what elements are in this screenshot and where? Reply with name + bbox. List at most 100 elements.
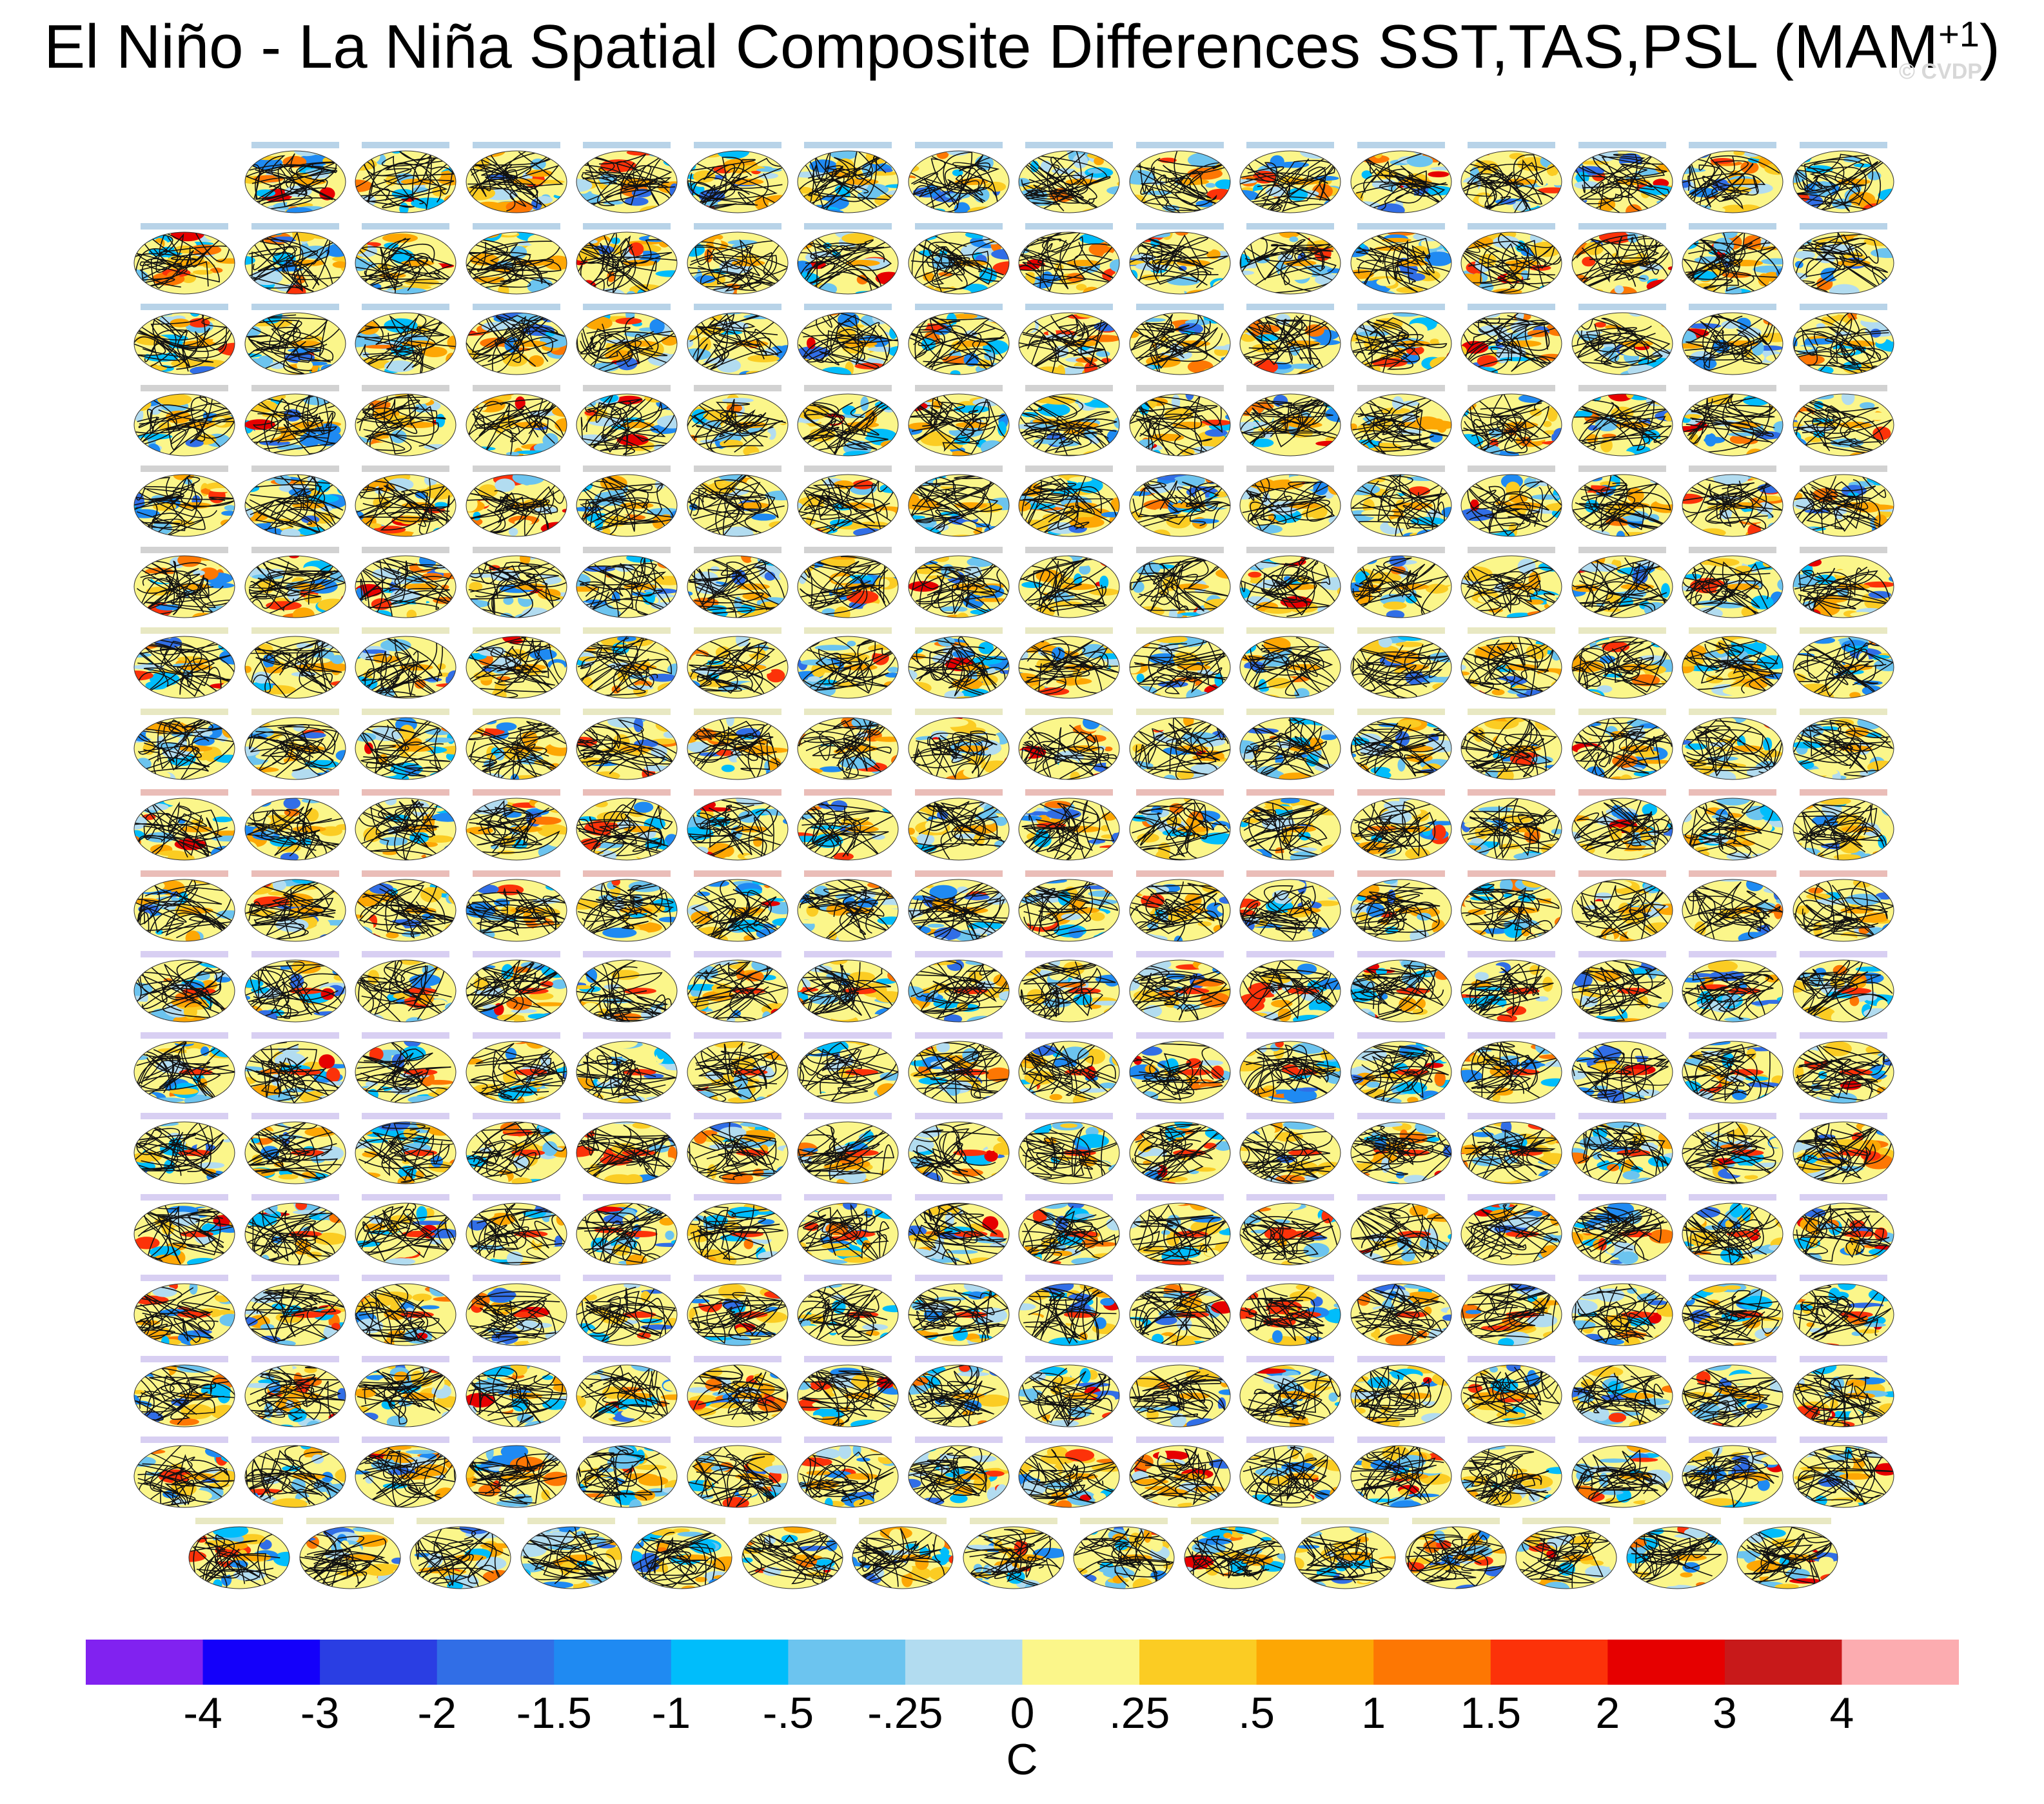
map-globe: [244, 798, 346, 861]
map-globe: [1350, 312, 1451, 375]
map-globe: [797, 555, 899, 618]
panel-title-strip: [1459, 708, 1564, 715]
map-panel: [242, 222, 348, 295]
panel-title-strip: [242, 789, 348, 796]
panel-title-strip: [796, 142, 900, 148]
panel-title-strip: [464, 708, 569, 715]
panel-title-strip: [906, 142, 1011, 148]
map-panel: [575, 304, 679, 376]
map-globe: [687, 798, 788, 861]
map-globe: [797, 1364, 899, 1427]
map-globe: [244, 393, 346, 456]
map-panel: [1459, 627, 1564, 700]
map-panel: [685, 1193, 790, 1266]
panel-title-strip: [1624, 1517, 1729, 1524]
map-globe: [1350, 879, 1451, 941]
panel-title-strip: [1569, 951, 1675, 957]
map-globe: [355, 474, 457, 537]
map-globe: [1239, 1364, 1341, 1427]
map-globe: [133, 798, 235, 861]
map-panel: [575, 1355, 679, 1428]
panel-title-strip: [353, 951, 458, 957]
colorbar-segment: [554, 1640, 672, 1685]
map-panel: [1569, 304, 1675, 376]
map-panel: [906, 1355, 1011, 1428]
panel-title-strip: [685, 384, 790, 391]
map-panel: [1127, 627, 1232, 700]
map-panel: [1459, 1275, 1564, 1347]
panel-title-strip: [1403, 1517, 1508, 1524]
map-globe: [1571, 231, 1673, 294]
map-panel: [297, 1517, 402, 1590]
panel-title-strip: [1459, 142, 1564, 148]
map-panel: [1680, 1032, 1785, 1104]
map-panel: [353, 1032, 458, 1104]
panel-title-strip: [906, 951, 1011, 957]
map-globe: [1793, 1121, 1894, 1184]
panel-title-strip: [1459, 466, 1564, 472]
map-panel: [575, 1193, 679, 1266]
map-globe: [1129, 798, 1230, 861]
panel-title-strip: [242, 466, 348, 472]
map-globe: [1239, 231, 1341, 294]
map-globe: [1129, 717, 1230, 779]
panel-title-strip: [1348, 789, 1453, 796]
panel-title-strip: [353, 870, 458, 877]
panel-title-strip: [353, 1275, 458, 1281]
map-globe: [908, 1202, 1009, 1265]
map-globe: [1018, 959, 1120, 1023]
map-panel: [1791, 870, 1896, 943]
map-panel: [1569, 1355, 1675, 1428]
map-globe: [355, 231, 457, 294]
map-globe: [244, 150, 346, 213]
map-globe: [576, 231, 678, 294]
map-globe: [244, 231, 346, 294]
map-panel: [1680, 951, 1785, 1023]
panel-title-strip: [132, 870, 237, 877]
map-globe: [687, 1121, 788, 1184]
map-globe: [355, 150, 457, 213]
map-panel: [575, 466, 679, 538]
map-globe: [1239, 312, 1341, 375]
map-globe: [466, 1041, 567, 1103]
panel-title-strip: [685, 1436, 790, 1443]
colorbar-tick-label: -4: [183, 1689, 222, 1738]
map-globe: [355, 798, 457, 861]
map-globe: [1460, 150, 1562, 213]
map-panel: [1017, 870, 1121, 943]
map-panel: [796, 789, 900, 861]
map-globe: [466, 231, 567, 294]
map-panel: [1238, 789, 1342, 861]
panel-title-strip: [1238, 627, 1342, 634]
panel-title-strip: [1569, 1113, 1675, 1119]
map-panel: [906, 142, 1011, 214]
map-globe: [797, 717, 899, 779]
map-panel: [242, 546, 348, 619]
map-panel: [242, 708, 348, 781]
colorbar-tick-label: -.5: [762, 1689, 814, 1738]
map-panel: [1569, 1113, 1675, 1185]
map-panel: [1348, 142, 1453, 214]
map-panel: [1791, 384, 1896, 457]
map-panel: [685, 546, 790, 619]
map-panel: [1017, 1113, 1121, 1185]
map-panel: [464, 384, 569, 457]
map-panel: [1680, 1436, 1785, 1509]
map-panel: [1569, 1436, 1675, 1509]
map-globe: [797, 393, 899, 456]
map-panel: [1569, 466, 1675, 538]
map-globe: [576, 959, 678, 1023]
map-panel: [353, 222, 458, 295]
colorbar-tick-label: -.25: [867, 1689, 943, 1738]
panel-title-strip: [1238, 222, 1342, 230]
map-panel: [464, 870, 569, 943]
map-globe: [1129, 555, 1230, 618]
panel-title-strip: [242, 870, 348, 877]
map-globe: [1460, 231, 1562, 294]
map-globe: [1350, 1202, 1451, 1265]
map-panel: [132, 1275, 237, 1347]
panel-title-strip: [906, 1275, 1011, 1281]
map-globe: [687, 717, 788, 779]
map-globe: [244, 879, 346, 941]
panel-title-strip: [464, 384, 569, 391]
